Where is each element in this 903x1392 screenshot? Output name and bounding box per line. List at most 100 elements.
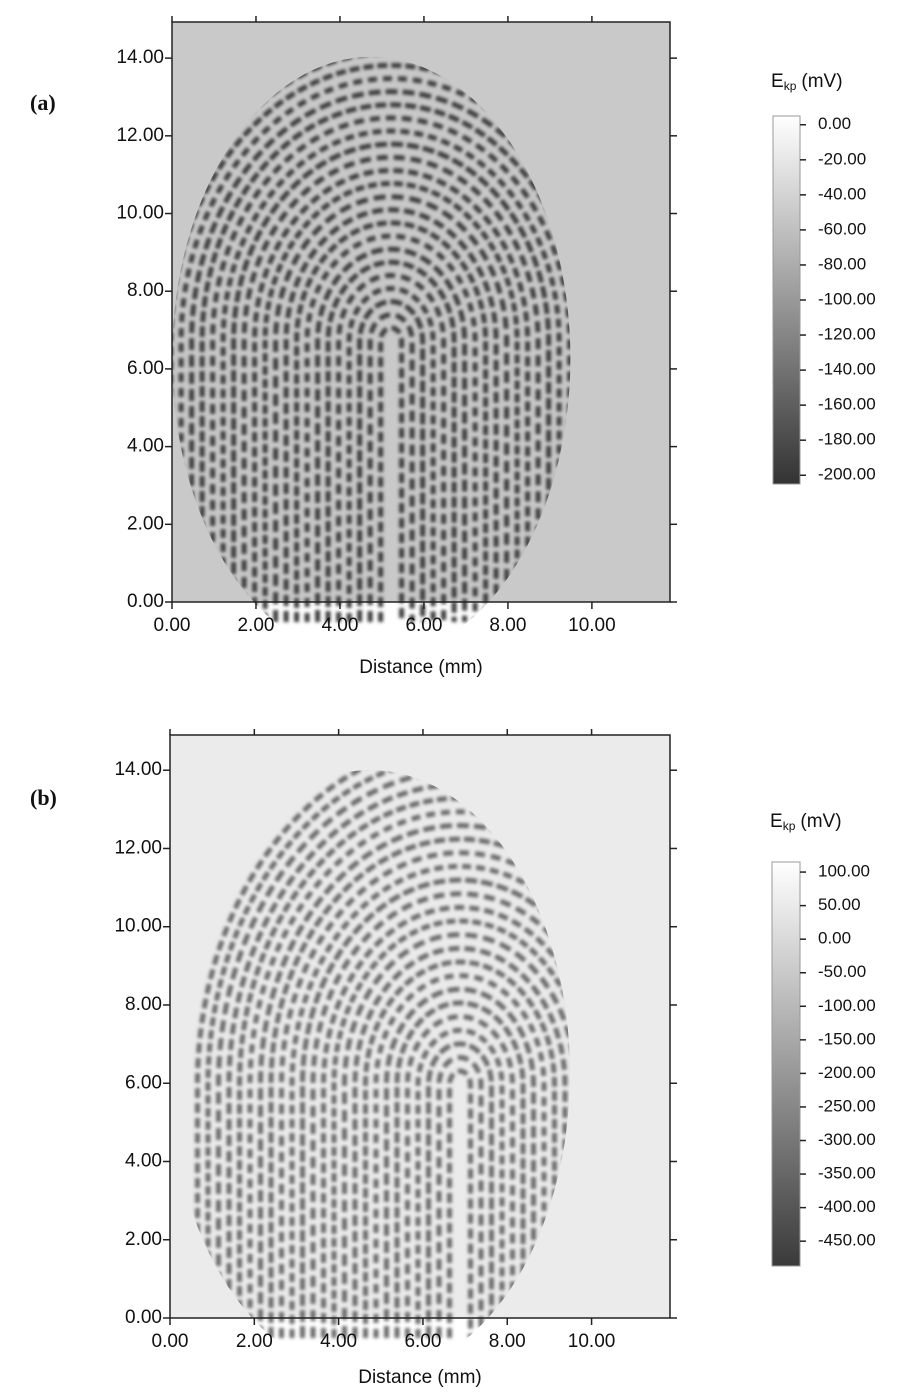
- colorbar-tick-label: -150.00: [818, 1029, 876, 1048]
- colorbar-tick-label: -140.00: [818, 360, 876, 379]
- colorbar-tick-label: -100.00: [818, 289, 876, 308]
- ridge: [436, 1055, 484, 1338]
- plot-frame: [171, 21, 671, 603]
- colorbar-tick-label: 100.00: [818, 862, 870, 881]
- y-tick-label: 8.00: [127, 280, 164, 301]
- ridge: [367, 312, 415, 622]
- x-tick-label: 0.00: [152, 1331, 189, 1352]
- colorbar-symbol: E: [771, 71, 784, 92]
- ridge: [352, 945, 568, 1338]
- y-tick-label: 2.00: [125, 1229, 162, 1250]
- ridge: [378, 325, 405, 622]
- ridge: [405, 1014, 515, 1338]
- colorbar-tick-label: -300.00: [818, 1130, 876, 1149]
- colorbar-tick-label: -50.00: [818, 962, 866, 981]
- colorbar-tick-label: -200.00: [818, 1063, 876, 1082]
- ridge: [447, 1068, 473, 1338]
- y-tick-label: 12.00: [114, 837, 162, 858]
- x-tick-label: 10.00: [568, 1331, 616, 1352]
- colorbar-subscript: kp: [783, 819, 796, 833]
- x-axis-label: Distance (mm): [359, 657, 483, 678]
- colorbar-tick-label: -400.00: [818, 1197, 876, 1216]
- colorbar-tick-label: -120.00: [818, 325, 876, 344]
- x-tick-label: 2.00: [236, 1331, 273, 1352]
- y-tick-label: 0.00: [127, 591, 164, 612]
- ridge: [268, 836, 570, 1338]
- ridge: [273, 194, 510, 622]
- y-tick-label: 2.00: [127, 513, 164, 534]
- y-tick-label: 6.00: [127, 358, 164, 379]
- panel-label: (b): [30, 785, 57, 810]
- y-tick-label: 10.00: [116, 203, 164, 224]
- ridge: [231, 141, 552, 622]
- colorbar-unit: (mV): [801, 71, 842, 92]
- colorbar-tick-label: -350.00: [818, 1164, 876, 1183]
- ridge: [220, 128, 562, 622]
- ridge: [315, 246, 468, 622]
- colorbar-tick-label: 0.00: [818, 929, 851, 948]
- ridge: [283, 207, 499, 622]
- ridge: [342, 932, 570, 1338]
- ridge: [258, 823, 570, 1338]
- ridge: [310, 891, 570, 1338]
- y-tick-label: 8.00: [125, 994, 162, 1015]
- ridge: [325, 259, 457, 622]
- ridge: [300, 877, 570, 1338]
- plot-frame: [169, 734, 671, 1319]
- ridge: [247, 809, 570, 1338]
- ridge: [336, 272, 447, 622]
- x-tick-label: 8.00: [489, 615, 526, 636]
- ridge: [394, 1000, 526, 1338]
- ridge: [384, 986, 536, 1338]
- ridge: [178, 76, 571, 622]
- colorbar-tick-label: -80.00: [818, 254, 866, 273]
- colorbar-tick-label: -250.00: [818, 1096, 876, 1115]
- x-tick-label: 6.00: [405, 615, 442, 636]
- x-tick-label: 8.00: [489, 1331, 526, 1352]
- ridge: [195, 769, 570, 1338]
- y-tick-label: 0.00: [125, 1307, 162, 1328]
- colorbar-tick-label: -160.00: [818, 395, 876, 414]
- ridge: [210, 115, 571, 622]
- ridge: [415, 1027, 505, 1338]
- y-tick-label: 14.00: [116, 47, 164, 68]
- ridge: [279, 850, 570, 1338]
- ridge: [363, 959, 557, 1338]
- colorbar-tick-label: -180.00: [818, 430, 876, 449]
- colorbar-tick-label: -450.00: [818, 1231, 876, 1250]
- x-tick-label: 10.00: [568, 615, 616, 636]
- ridge: [346, 286, 436, 622]
- ridge: [252, 167, 531, 622]
- ridge: [294, 220, 489, 622]
- colorbar-tick-label: -60.00: [818, 219, 866, 238]
- colorbar-unit: (mV): [800, 811, 841, 832]
- y-tick-label: 14.00: [114, 759, 162, 780]
- y-tick-label: 4.00: [127, 436, 164, 457]
- y-tick-label: 4.00: [125, 1151, 162, 1172]
- y-tick-label: 10.00: [114, 916, 162, 937]
- y-tick-label: 12.00: [116, 125, 164, 146]
- x-tick-label: 4.00: [320, 1331, 357, 1352]
- ridge: [241, 154, 541, 622]
- ridge: [321, 904, 570, 1338]
- y-tick-label: 6.00: [125, 1072, 162, 1093]
- colorbar-tick-label: -40.00: [818, 184, 866, 203]
- x-tick-label: 4.00: [321, 615, 358, 636]
- colorbar-tick-label: -20.00: [818, 149, 866, 168]
- colorbar: [771, 861, 801, 1267]
- x-axis-label: Distance (mm): [358, 1367, 482, 1388]
- ridge: [426, 1041, 494, 1338]
- colorbar-symbol: E: [770, 811, 783, 832]
- colorbar-tick-label: -100.00: [818, 996, 876, 1015]
- ridge: [331, 918, 570, 1338]
- colorbar-tick-label: 0.00: [818, 114, 851, 133]
- x-tick-label: 6.00: [404, 1331, 441, 1352]
- ridge: [357, 299, 426, 622]
- colorbar-tick-label: 50.00: [818, 895, 861, 914]
- x-tick-label: 0.00: [154, 615, 191, 636]
- x-tick-label: 2.00: [237, 615, 274, 636]
- panel-label: (a): [30, 90, 56, 115]
- colorbar-subscript: kp: [784, 79, 797, 93]
